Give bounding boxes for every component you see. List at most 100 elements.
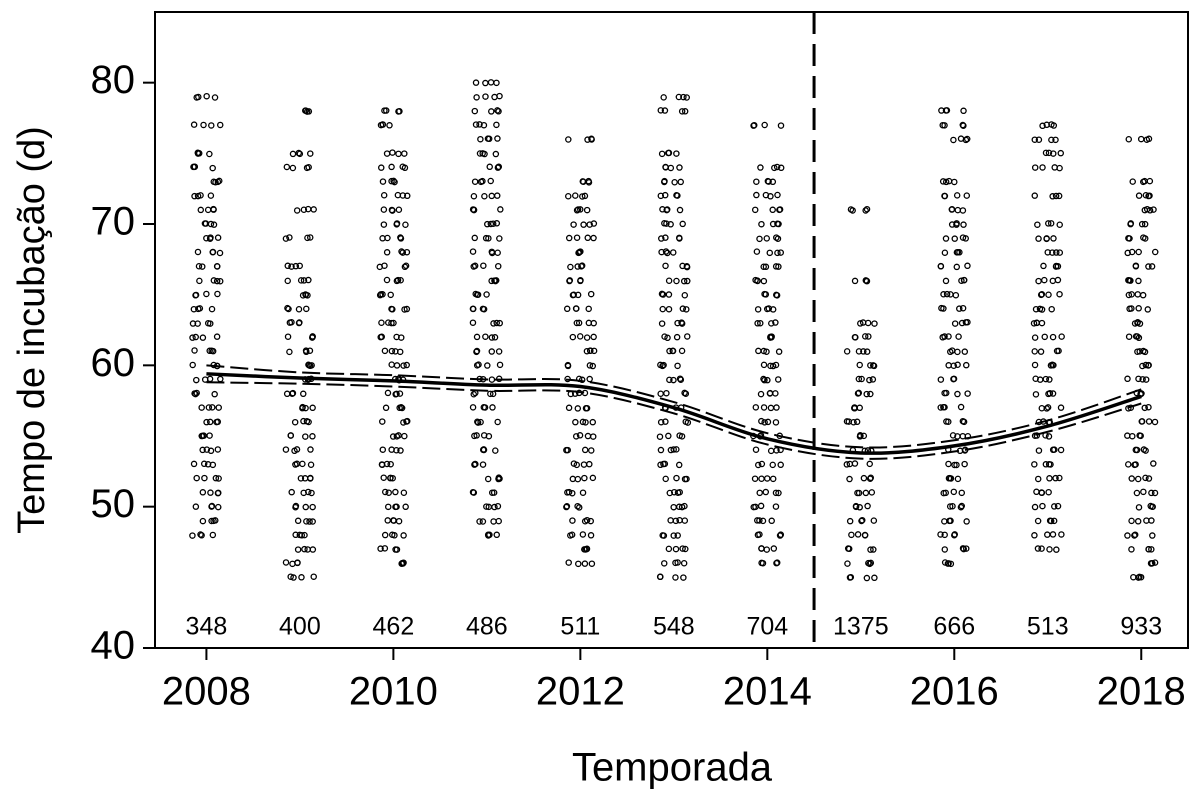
point [397,276,404,284]
point [757,502,765,510]
point [295,306,303,313]
point [493,220,501,227]
point [193,376,200,384]
point [1039,164,1046,171]
y-tick-label: 40 [91,624,136,668]
point [941,403,948,411]
point [867,474,875,481]
point [284,333,292,340]
point [282,446,290,453]
point [480,446,488,454]
point [963,518,970,525]
point [777,249,784,256]
point [492,150,500,158]
point [941,518,948,525]
point [379,446,387,453]
point [852,334,859,341]
point [289,560,296,568]
point [477,135,484,143]
point [589,474,597,482]
point [951,235,958,242]
point [302,107,310,114]
point [286,234,293,241]
point [862,489,870,497]
point [937,263,945,270]
point [1148,489,1155,497]
point [284,262,292,270]
point [402,262,410,270]
point [481,193,488,200]
point [770,545,778,552]
point [851,405,859,412]
point [298,574,305,581]
point [772,263,780,270]
point [563,503,571,510]
point [940,291,947,298]
point [1150,206,1157,213]
point [296,150,304,158]
point [1046,546,1053,553]
point [769,178,777,186]
point [1148,546,1155,553]
count-label: 511 [560,613,600,641]
point [662,475,669,483]
point [190,305,198,313]
point [763,235,771,242]
point [942,235,950,242]
point [581,446,589,454]
point [665,305,673,313]
point [752,446,760,453]
point [1032,305,1040,313]
point [670,446,677,453]
point [1128,517,1135,525]
point [584,432,592,440]
point [1041,276,1048,284]
point [204,319,212,327]
point [1050,517,1058,525]
point [960,276,968,284]
point [299,403,306,411]
point [1134,475,1142,483]
point [1150,460,1157,467]
point [673,333,681,341]
point [858,375,865,383]
point [564,446,571,454]
point [306,234,314,241]
point [754,306,762,313]
point [1139,291,1147,299]
point [393,433,401,440]
point [383,276,391,284]
point [1128,291,1135,298]
point [479,518,487,525]
point [1049,531,1057,538]
point [939,121,946,129]
point [1135,375,1142,383]
point [483,291,490,298]
point [848,531,855,539]
point [403,417,411,425]
point [213,418,220,426]
point [957,403,965,411]
point [1142,361,1150,369]
point [1045,291,1052,298]
point [760,361,768,369]
point [658,320,666,327]
point [569,489,576,497]
point [953,263,961,271]
point [1045,149,1053,157]
point [771,164,778,172]
point [395,108,402,115]
point [388,206,396,214]
point [1052,192,1060,200]
point [393,362,401,369]
point [398,404,406,412]
fit-line [206,372,1142,455]
point [402,221,409,228]
point [493,531,500,539]
point [309,518,316,525]
point [473,432,480,439]
point [959,304,967,312]
point [209,164,216,172]
point [871,320,878,327]
point [959,234,967,241]
